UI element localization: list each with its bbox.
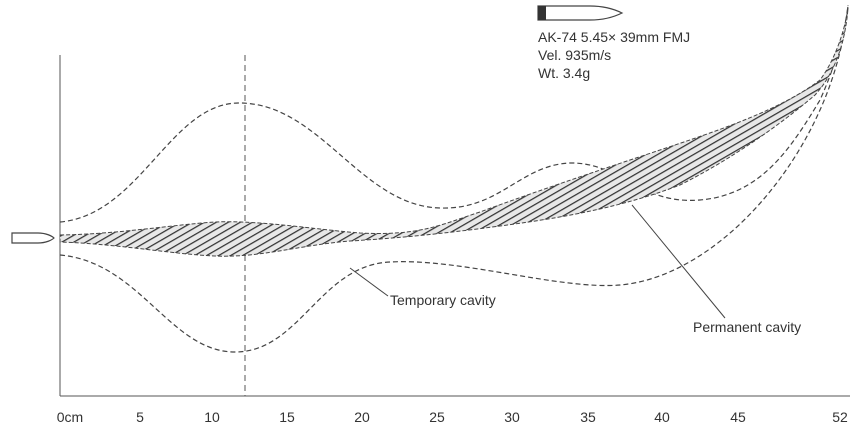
axis-tick-label: 5	[136, 409, 144, 425]
axis-tick-label: 20	[354, 409, 370, 425]
leader-temporary	[349, 267, 389, 297]
caliber: AK-74 5.45× 39mm FMJ	[538, 29, 690, 45]
axis-tick-label: 40	[654, 409, 670, 425]
axis-tick-label: 35	[580, 409, 596, 425]
weight: Wt. 3.4g	[538, 65, 590, 81]
axis-tick-label: 45	[730, 409, 746, 425]
axis-tick-label: 10	[204, 409, 220, 425]
velocity: Vel. 935m/s	[538, 47, 611, 63]
leader-permanent	[631, 204, 726, 319]
axis-tick-label: 25	[429, 409, 445, 425]
bullet-icon	[537, 5, 624, 21]
temporary-cavity-upper	[59, 4, 849, 223]
axis-tick-label: 0cm	[57, 409, 83, 425]
axis-tick-label: 52	[832, 409, 848, 425]
temporary-cavity-lower	[59, 4, 849, 353]
bullet-base	[538, 6, 546, 20]
axis-tick-label: 30	[504, 409, 520, 425]
axis-tick-label: 15	[279, 409, 295, 425]
bullet-entry	[11, 232, 55, 244]
axis-ticks: 0cm 5 10 15 20 25 30 35 40 45 52	[57, 409, 848, 425]
temporary-label: Temporary cavity	[390, 292, 496, 308]
permanent-label: Permanent cavity	[693, 319, 801, 335]
permanent-cavity	[59, 7, 849, 257]
